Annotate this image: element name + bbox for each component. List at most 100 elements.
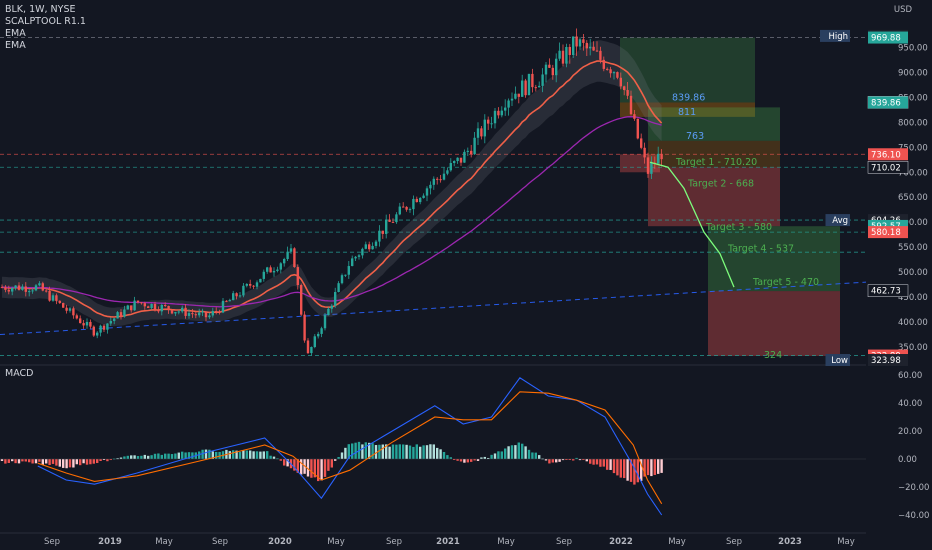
candle-body-8 bbox=[28, 291, 31, 293]
macd-hist-bar bbox=[259, 451, 262, 459]
x-tick-6: Sep bbox=[386, 537, 402, 547]
candle-body-37 bbox=[126, 305, 129, 310]
macd-hist-bar bbox=[582, 459, 585, 461]
macd-hist-bar bbox=[215, 451, 218, 459]
candle-body-120 bbox=[408, 209, 412, 211]
candle-body-116 bbox=[395, 214, 398, 223]
candle-body-170 bbox=[578, 39, 582, 47]
macd-hist-bar bbox=[514, 445, 517, 459]
candle-body-38 bbox=[130, 305, 133, 311]
macd-hist-bar bbox=[429, 444, 432, 459]
x-tick-9: Sep bbox=[556, 537, 572, 547]
macd-pane bbox=[0, 377, 866, 516]
candle-body-125 bbox=[425, 188, 429, 196]
macd-hist-bar bbox=[99, 459, 102, 462]
macd-hist-bar bbox=[548, 459, 551, 464]
macd-hist-bar bbox=[133, 455, 136, 459]
candle-body-114 bbox=[388, 219, 391, 222]
macd-hist-bar bbox=[204, 449, 208, 459]
candle-body-46 bbox=[157, 309, 160, 312]
candle-body-28 bbox=[96, 332, 99, 336]
macd-hist-bar bbox=[439, 449, 442, 459]
y-tick-6: 650.00 bbox=[898, 193, 928, 203]
macd-hist-bar bbox=[317, 459, 320, 482]
candle-body-126 bbox=[429, 184, 432, 189]
candle-body-147 bbox=[500, 110, 503, 116]
macd-hist-bar bbox=[419, 446, 422, 459]
candle-body-25 bbox=[85, 321, 89, 326]
macd-hist-bar bbox=[551, 459, 554, 463]
price-tag-4: 736.10 bbox=[871, 150, 901, 160]
candle-body-179 bbox=[609, 69, 612, 74]
macd-hist-bar bbox=[65, 459, 68, 469]
macd-hist-bar bbox=[466, 459, 469, 463]
candle-body-39 bbox=[133, 300, 136, 311]
macd-hist-bar bbox=[412, 446, 415, 459]
annotation-6: Target 4 - 537 bbox=[727, 244, 794, 255]
macd-hist-bar bbox=[119, 457, 123, 459]
time-axis: Sep 2019 May Sep 2020 May Sep 2021 May Sep 2022 May… bbox=[44, 537, 855, 547]
price-tag-bg-3 bbox=[868, 96, 908, 109]
indicator-ema-2[interactable]: EMA bbox=[5, 40, 26, 51]
macd-hist-bar bbox=[136, 456, 140, 459]
price-tag-6: 710.02 bbox=[871, 163, 901, 173]
candle-body-52 bbox=[177, 311, 180, 313]
macd-hist-bar bbox=[524, 446, 527, 459]
macd-hist-bar bbox=[211, 451, 214, 459]
macd-hist-bar bbox=[374, 445, 378, 459]
macd-hist-bar bbox=[504, 448, 507, 459]
candle-body-150 bbox=[510, 98, 514, 101]
candle-body-91 bbox=[310, 347, 313, 354]
macd-hist-bar bbox=[296, 459, 299, 473]
candle-body-153 bbox=[521, 80, 524, 97]
candle-body-105 bbox=[357, 255, 361, 257]
candle-body-121 bbox=[412, 198, 415, 210]
chart-annotations: 839.86 811 763 Target 1 - 710.20 Target 2 - … bbox=[649, 92, 819, 361]
y-tick-11: 400.00 bbox=[898, 318, 928, 328]
candle-body-54 bbox=[184, 307, 187, 316]
indicator-scalptool[interactable]: SCALPTOOL R1.1 bbox=[5, 16, 86, 27]
macd-hist-bar bbox=[442, 451, 446, 459]
candle-body-48 bbox=[164, 305, 167, 307]
y-tick-12: 350.00 bbox=[898, 343, 928, 353]
indicator-ema-1[interactable]: EMA bbox=[5, 28, 26, 39]
candle-body-146 bbox=[497, 110, 500, 116]
macd-hist-bar bbox=[252, 451, 255, 459]
candle-body-45 bbox=[153, 303, 157, 310]
macd-hist-bar bbox=[368, 442, 371, 459]
candle-body-158 bbox=[538, 85, 541, 88]
macd-hist-bar bbox=[72, 459, 75, 468]
macd-hist-bar bbox=[633, 459, 636, 485]
candle-body-142 bbox=[483, 119, 486, 137]
macd-hist-bar bbox=[650, 459, 653, 477]
macd-pane-title[interactable]: MACD bbox=[5, 368, 34, 379]
candle-body-26 bbox=[89, 321, 92, 327]
candle-body-56 bbox=[191, 313, 194, 315]
macd-hist-bar bbox=[351, 443, 354, 459]
candle-body-7 bbox=[24, 286, 27, 292]
candle-body-145 bbox=[493, 110, 497, 124]
candle-body-5 bbox=[17, 285, 21, 290]
candle-body-23 bbox=[79, 318, 82, 324]
candle-body-106 bbox=[361, 248, 364, 256]
macd-hist-bar bbox=[616, 459, 619, 476]
macd-hist-bar bbox=[24, 459, 27, 462]
macd-hist-bar bbox=[470, 459, 473, 462]
candle-body-31 bbox=[106, 323, 109, 330]
macd-y-tick-1: 40.00 bbox=[898, 399, 922, 409]
macd-hist-bar bbox=[555, 459, 558, 463]
macd-hist-bar bbox=[425, 445, 429, 459]
macd-hist-bar bbox=[646, 459, 650, 476]
macd-hist-bar bbox=[177, 452, 180, 459]
macd-hist-bar bbox=[558, 459, 561, 462]
candle-body-180 bbox=[612, 72, 616, 74]
price-tag-label-bg-7 bbox=[825, 214, 850, 227]
candle-body-102 bbox=[347, 266, 350, 275]
candle-body-107 bbox=[364, 244, 367, 249]
candle-body-67 bbox=[228, 300, 231, 302]
candle-body-155 bbox=[527, 73, 531, 96]
macd-hist-bar bbox=[160, 454, 163, 459]
macd-hist-bar bbox=[157, 453, 160, 459]
macd-y-tick-3: 0.00 bbox=[898, 455, 917, 465]
